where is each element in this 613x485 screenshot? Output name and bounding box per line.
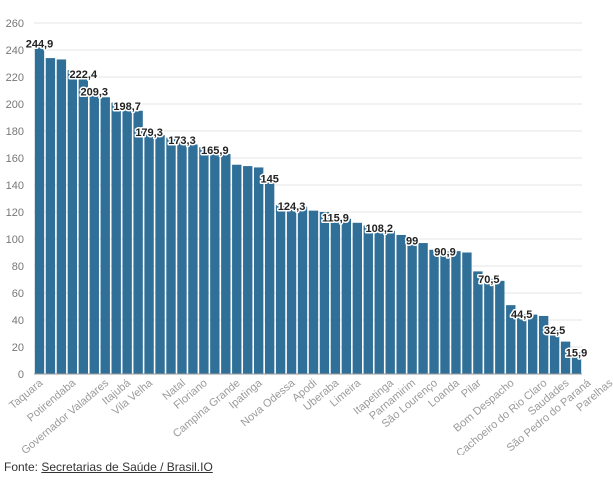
bar (232, 164, 242, 374)
bar (341, 218, 352, 374)
bar (374, 227, 384, 374)
bar (243, 166, 253, 374)
bar (275, 205, 286, 374)
bar (473, 271, 483, 374)
y-tick-label: 260 (6, 18, 24, 30)
data-label: 244,9 (26, 38, 54, 50)
data-label: 108,2 (365, 223, 393, 235)
data-label: 115,9 (322, 213, 349, 225)
bar (396, 234, 406, 374)
data-label: 145 (260, 173, 278, 185)
bar (100, 97, 110, 374)
bar (538, 315, 549, 374)
bar (155, 135, 165, 374)
bar (297, 206, 308, 374)
source-link[interactable]: Secretarias de Saúde / Brasil.IO (41, 460, 213, 474)
bar (210, 150, 220, 374)
y-tick-label: 40 (12, 315, 24, 327)
source-prefix: Fonte: (4, 460, 42, 474)
y-tick-label: 220 (6, 72, 24, 84)
data-label: 32,5 (544, 325, 565, 337)
data-label: 222,4 (70, 69, 98, 81)
source-note: Fonte: Secretarias de Saúde / Brasil.IO (4, 460, 213, 474)
bar-chart: 0 20 40 60 80 100 120 140 160 180 200 220 240 260244,… (6, 18, 613, 455)
bar (571, 352, 582, 374)
y-tick-label: 80 (12, 261, 24, 273)
bar (264, 178, 275, 374)
bar (67, 70, 78, 374)
bar (286, 206, 297, 374)
bar (484, 278, 494, 374)
data-label: 90,9 (434, 246, 455, 258)
bar (56, 59, 67, 374)
bar (144, 131, 154, 374)
bar (506, 305, 516, 374)
bar (308, 210, 319, 374)
bar (418, 243, 428, 374)
bar (166, 137, 176, 374)
bar (560, 341, 571, 374)
bar (363, 225, 373, 374)
bar (122, 105, 132, 374)
y-tick-label: 200 (6, 99, 24, 111)
bar (34, 43, 45, 374)
y-tick-label: 60 (12, 288, 24, 300)
data-label: 44,5 (511, 309, 532, 321)
bar (462, 252, 472, 374)
data-label: 124,3 (278, 201, 306, 213)
bar (528, 314, 538, 374)
data-label: 15,9 (566, 348, 587, 360)
y-tick-label: 180 (6, 126, 24, 138)
bar (45, 58, 56, 374)
bar (111, 102, 121, 375)
data-label: 179,3 (135, 127, 163, 139)
bar (188, 144, 198, 374)
bar (440, 251, 450, 374)
bar (407, 240, 417, 374)
bar (89, 91, 99, 374)
bar (385, 230, 395, 374)
data-label: 209,3 (81, 86, 109, 98)
bar (330, 217, 341, 374)
data-label: 165,9 (201, 145, 229, 157)
data-label: 198,7 (113, 101, 141, 113)
y-tick-label: 120 (6, 207, 24, 219)
bar (451, 251, 461, 374)
bar (352, 222, 362, 374)
bar (221, 153, 231, 374)
y-tick-label: 240 (6, 45, 24, 57)
x-tick-label: Pilar (459, 377, 484, 401)
data-label: 70,5 (478, 274, 499, 286)
bar (429, 249, 439, 374)
bar (199, 147, 209, 374)
bar (495, 280, 505, 374)
bar (133, 110, 143, 374)
y-tick-label: 100 (6, 234, 24, 246)
bar (319, 212, 330, 374)
bar (254, 167, 264, 374)
data-label: 173,3 (168, 135, 196, 147)
bar (177, 140, 187, 374)
y-tick-label: 0 (18, 369, 24, 381)
y-tick-label: 140 (6, 180, 24, 192)
data-label: 99 (406, 235, 418, 247)
y-tick-label: 160 (6, 153, 24, 165)
bar (78, 73, 88, 374)
y-tick-label: 20 (12, 342, 24, 354)
bar (549, 330, 560, 374)
bar (517, 313, 527, 374)
